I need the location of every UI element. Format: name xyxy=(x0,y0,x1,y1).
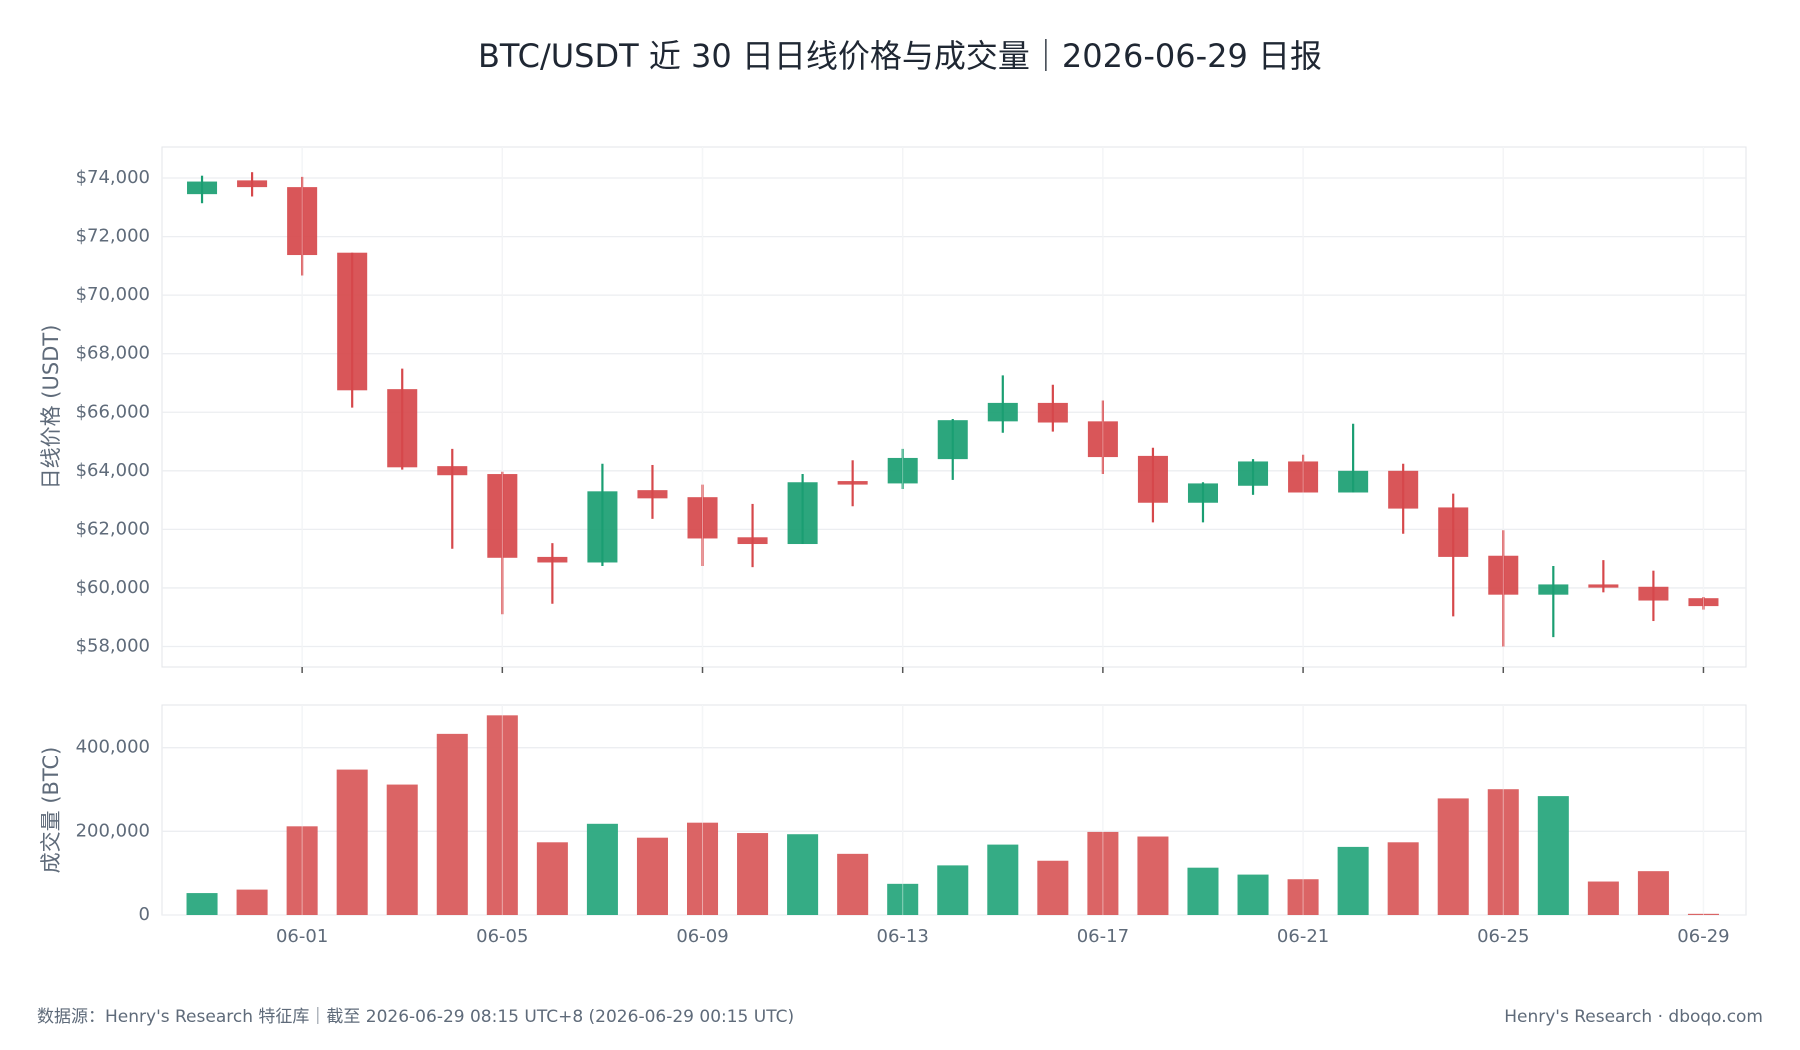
price-plot-frame xyxy=(161,146,1747,668)
x-tick-label: 06-05 xyxy=(476,926,528,947)
volume-bar xyxy=(586,823,618,915)
y-tick-label: $64,000 xyxy=(76,460,150,481)
chart-title: BTC/USDT 近 30 日日线价格与成交量｜2026-06-29 日报 xyxy=(478,37,1322,75)
source-note: 数据源：Henry's Research 特征库｜截至 2026-06-29 0… xyxy=(37,1007,794,1027)
volume-bar xyxy=(636,837,668,915)
candle-body xyxy=(1588,584,1619,588)
volume-bar xyxy=(1387,842,1419,915)
candle-body xyxy=(737,537,768,545)
volume-bar xyxy=(1137,836,1169,915)
y-tick-label: $72,000 xyxy=(76,226,150,247)
candle-body xyxy=(587,491,618,563)
candle-body xyxy=(787,482,818,545)
candle-body xyxy=(1538,584,1569,595)
x-tick-label: 06-13 xyxy=(877,926,929,947)
candle-body xyxy=(237,180,268,188)
candle-body xyxy=(1238,461,1269,486)
x-tick-label: 06-01 xyxy=(276,926,328,947)
y-tick-label: 200,000 xyxy=(76,820,150,841)
candle-body xyxy=(1037,402,1068,423)
volume-bar xyxy=(837,853,869,915)
volume-bar xyxy=(1637,871,1669,915)
x-tick-label: 06-09 xyxy=(676,926,728,947)
x-tick-label: 06-17 xyxy=(1077,926,1129,947)
y-tick-label: 400,000 xyxy=(76,737,150,758)
y-tick-label: $74,000 xyxy=(76,167,150,188)
candle-body xyxy=(287,187,318,256)
volume-bar xyxy=(186,893,218,915)
candle-body xyxy=(1087,421,1118,458)
x-tick-label: 06-25 xyxy=(1477,926,1529,947)
candle-body xyxy=(337,252,368,391)
volume-bar xyxy=(987,844,1019,915)
candle-body xyxy=(887,457,918,484)
credit-note: Henry's Research · dboqo.com xyxy=(1504,1007,1763,1027)
candle-body xyxy=(187,181,218,195)
y-tick-label: $70,000 xyxy=(76,284,150,305)
candle-body xyxy=(1688,598,1719,607)
candle-body xyxy=(1338,470,1369,493)
volume-bar xyxy=(536,842,568,915)
price-axis-title: 日线价格 (USDT) xyxy=(39,325,63,490)
candle-body xyxy=(1388,470,1419,509)
volume-bar xyxy=(1437,798,1469,915)
candle-body xyxy=(837,481,868,485)
candle-body xyxy=(387,389,418,468)
volume-bar xyxy=(1237,874,1269,915)
y-tick-label: 0 xyxy=(139,904,150,925)
candle-body xyxy=(537,556,568,563)
volume-bar xyxy=(737,833,769,915)
volume-bar xyxy=(286,826,318,915)
volume-bar xyxy=(1337,846,1369,915)
volume-bar xyxy=(1687,913,1719,915)
y-tick-label: $68,000 xyxy=(76,343,150,364)
candle-body xyxy=(487,474,518,558)
y-tick-label: $58,000 xyxy=(76,636,150,657)
volume-bar xyxy=(486,715,518,915)
volume-bar xyxy=(686,822,719,915)
candle-body xyxy=(1488,555,1519,595)
candle-body xyxy=(687,497,718,539)
x-tick-label: 06-21 xyxy=(1277,926,1329,947)
candle-body xyxy=(437,466,468,476)
volume-bar xyxy=(787,834,819,915)
volume-axis-title: 成交量 (BTC) xyxy=(39,747,63,874)
candle-body xyxy=(987,402,1018,422)
volume-bar xyxy=(1037,860,1069,915)
y-tick-label: $60,000 xyxy=(76,577,150,598)
volume-bar xyxy=(937,865,969,915)
candle-body xyxy=(1288,461,1319,493)
candle-body xyxy=(1438,507,1469,557)
candle-body xyxy=(1638,586,1669,601)
volume-bar xyxy=(386,784,418,915)
candle-body xyxy=(1137,455,1168,503)
volume-bar xyxy=(1587,881,1619,915)
y-tick-label: $62,000 xyxy=(76,518,150,539)
y-tick-label: $66,000 xyxy=(76,401,150,422)
volume-bar xyxy=(1287,879,1319,915)
volume-bar xyxy=(1487,789,1519,915)
volume-bar xyxy=(1537,796,1569,915)
volume-bar xyxy=(436,733,468,915)
candle-body xyxy=(937,420,968,460)
volume-bar xyxy=(887,883,919,915)
volume-bar xyxy=(1187,867,1219,915)
candle-body xyxy=(1187,483,1218,503)
volume-bar xyxy=(336,769,368,915)
candle-body xyxy=(637,490,668,499)
volume-bar xyxy=(1087,831,1119,915)
volume-bar xyxy=(236,889,268,915)
x-tick-label: 06-29 xyxy=(1677,926,1729,947)
